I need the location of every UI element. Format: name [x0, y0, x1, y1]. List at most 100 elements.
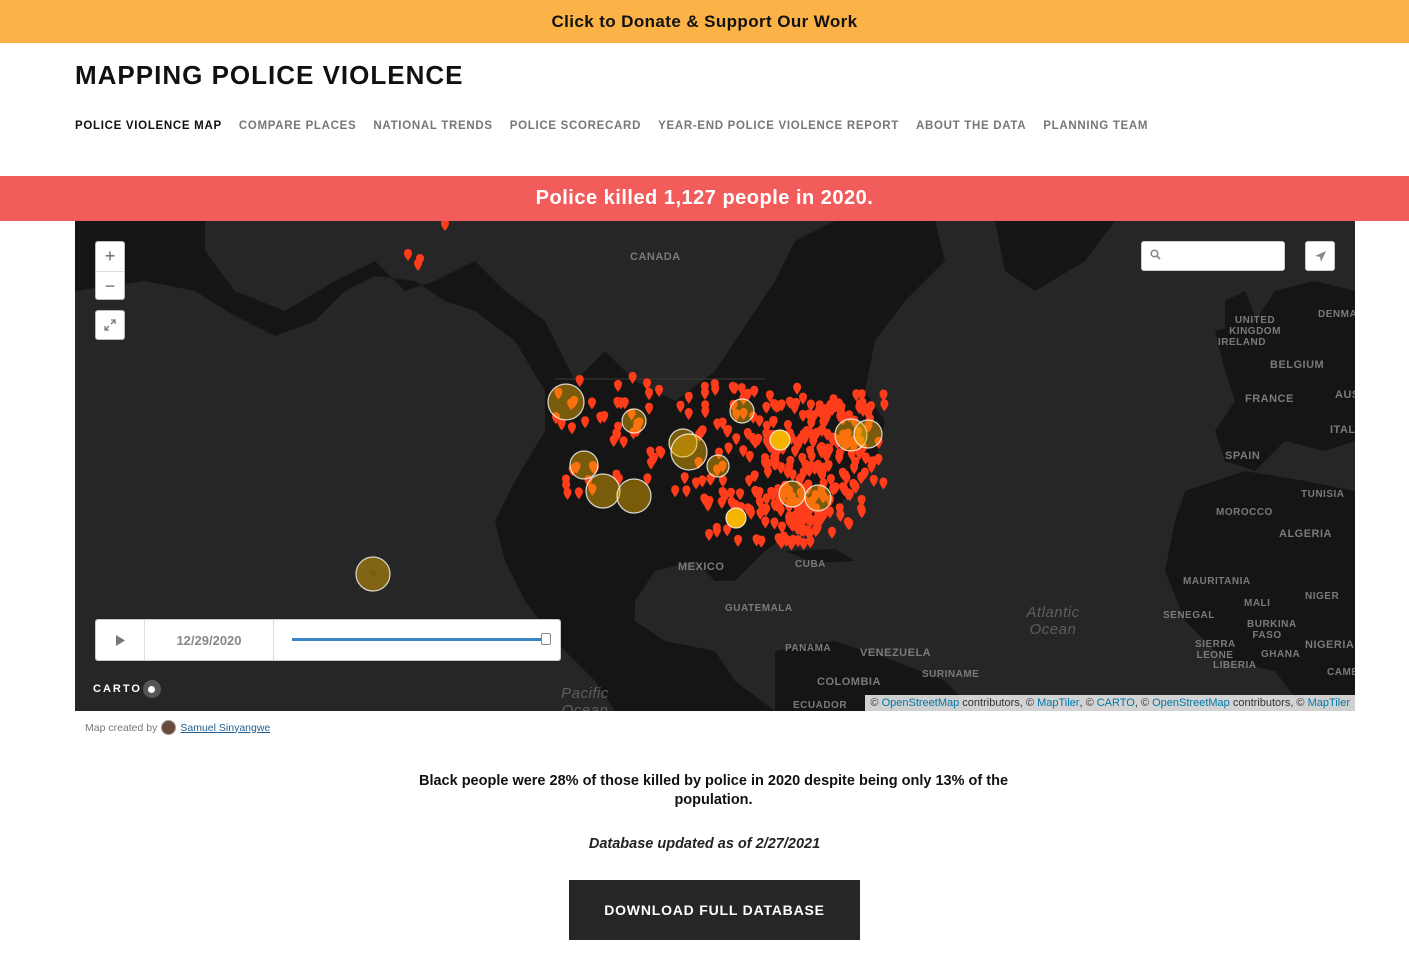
incident-marker[interactable] — [614, 473, 623, 486]
incident-marker[interactable] — [703, 499, 712, 512]
incident-marker[interactable] — [825, 494, 834, 507]
incident-cluster[interactable] — [569, 450, 599, 480]
nav-national-trends[interactable]: NATIONAL TRENDS — [373, 120, 493, 132]
incident-marker[interactable] — [857, 494, 866, 507]
incident-marker[interactable] — [743, 388, 752, 401]
incident-cluster[interactable] — [706, 454, 730, 478]
incident-marker[interactable] — [769, 416, 778, 429]
incident-marker[interactable] — [819, 509, 828, 522]
attrib-maptiler-link[interactable]: MapTiler — [1037, 697, 1080, 709]
incident-marker[interactable] — [818, 490, 827, 503]
incident-marker[interactable] — [645, 387, 654, 400]
incident-marker[interactable] — [698, 475, 707, 488]
incident-marker[interactable] — [791, 445, 800, 458]
incident-marker[interactable] — [772, 499, 781, 512]
incident-marker[interactable] — [745, 475, 754, 488]
incident-marker[interactable] — [717, 496, 726, 509]
incident-marker[interactable] — [857, 471, 866, 484]
nav-about-the-data[interactable]: ABOUT THE DATA — [915, 120, 1027, 132]
incident-marker[interactable] — [710, 379, 719, 392]
incident-marker[interactable] — [787, 538, 796, 551]
incident-marker[interactable] — [554, 387, 563, 400]
incident-marker[interactable] — [835, 503, 844, 516]
incident-marker[interactable] — [734, 534, 743, 547]
incident-marker[interactable] — [563, 487, 572, 500]
incident-marker[interactable] — [869, 474, 878, 487]
author-link[interactable]: Samuel Sinyangwe — [180, 721, 271, 734]
incident-marker[interactable] — [596, 411, 605, 424]
incident-marker[interactable] — [754, 489, 763, 502]
incident-marker[interactable] — [676, 400, 685, 413]
incident-marker[interactable] — [783, 420, 792, 433]
incident-marker[interactable] — [770, 458, 779, 471]
incident-marker[interactable] — [724, 442, 733, 455]
incident-marker[interactable] — [739, 445, 748, 458]
incident-marker[interactable] — [828, 432, 837, 445]
incident-marker[interactable] — [680, 472, 689, 485]
nav-year-end-report[interactable]: YEAR-END POLICE VIOLENCE REPORT — [658, 120, 899, 132]
incident-marker[interactable] — [588, 483, 597, 496]
incident-marker[interactable] — [643, 378, 652, 391]
incident-marker[interactable] — [806, 399, 815, 412]
incident-marker[interactable] — [811, 503, 820, 516]
incident-marker[interactable] — [643, 473, 652, 486]
carto-logo[interactable]: CARTO — [93, 680, 161, 698]
attrib-maptiler-link-2[interactable]: MapTiler — [1307, 697, 1350, 709]
nav-planning-team[interactable]: PLANNING TEAM — [1043, 120, 1149, 132]
incident-marker[interactable] — [841, 470, 850, 483]
incident-marker[interactable] — [701, 406, 710, 419]
incident-marker[interactable] — [628, 371, 637, 384]
incident-marker[interactable] — [855, 447, 864, 460]
incident-marker[interactable] — [705, 528, 714, 541]
incident-marker[interactable] — [614, 421, 623, 434]
incident-marker[interactable] — [587, 397, 596, 410]
incident-marker[interactable] — [852, 389, 861, 402]
incident-marker[interactable] — [762, 401, 771, 414]
incident-marker[interactable] — [845, 489, 854, 502]
incident-marker[interactable] — [633, 425, 642, 438]
incident-marker[interactable] — [774, 400, 783, 413]
incident-marker[interactable] — [787, 491, 796, 504]
zoom-out-button[interactable]: − — [96, 271, 124, 300]
incident-marker[interactable] — [627, 408, 636, 421]
incident-marker[interactable] — [817, 446, 826, 459]
incident-marker[interactable] — [759, 503, 768, 516]
incident-marker[interactable] — [798, 513, 807, 526]
incident-marker[interactable] — [684, 391, 693, 404]
incident-marker[interactable] — [839, 482, 848, 495]
incident-marker[interactable] — [806, 445, 815, 458]
incident-marker[interactable] — [799, 428, 808, 441]
incident-marker[interactable] — [684, 407, 693, 420]
nav-compare-places[interactable]: COMPARE PLACES — [238, 120, 357, 132]
incident-marker[interactable] — [790, 402, 799, 415]
incident-marker[interactable] — [712, 525, 721, 538]
incident-marker[interactable] — [879, 389, 888, 402]
incident-marker[interactable] — [786, 455, 795, 468]
incident-cluster[interactable] — [585, 473, 621, 509]
incident-cluster[interactable] — [621, 408, 647, 434]
incident-marker[interactable] — [810, 410, 819, 423]
fullscreen-button[interactable] — [95, 310, 125, 340]
incident-marker[interactable] — [732, 409, 741, 422]
incident-cluster[interactable] — [547, 383, 585, 421]
incident-marker[interactable] — [671, 485, 680, 498]
attrib-osm-link[interactable]: OpenStreetMap — [881, 697, 960, 709]
incident-marker[interactable] — [574, 487, 583, 500]
incident-marker[interactable] — [805, 528, 814, 541]
incident-marker[interactable] — [819, 416, 828, 429]
zoom-in-button[interactable]: + — [104, 246, 116, 266]
incident-marker[interactable] — [831, 400, 840, 413]
incident-marker[interactable] — [849, 435, 858, 448]
incident-marker[interactable] — [581, 416, 590, 429]
incident-marker[interactable] — [763, 466, 772, 479]
incident-marker[interactable] — [761, 516, 770, 529]
incident-marker[interactable] — [743, 503, 752, 516]
incident-marker[interactable] — [828, 526, 837, 539]
incident-marker[interactable] — [736, 488, 745, 501]
police-violence-map[interactable]: CANADA MEXICO CUBA GUATEMALA PANAMA VENE… — [75, 221, 1355, 711]
incident-cluster[interactable] — [355, 556, 391, 592]
incident-marker[interactable] — [655, 445, 664, 458]
incident-cluster[interactable] — [804, 484, 832, 512]
play-button[interactable] — [96, 620, 145, 660]
incident-marker[interactable] — [404, 249, 412, 261]
